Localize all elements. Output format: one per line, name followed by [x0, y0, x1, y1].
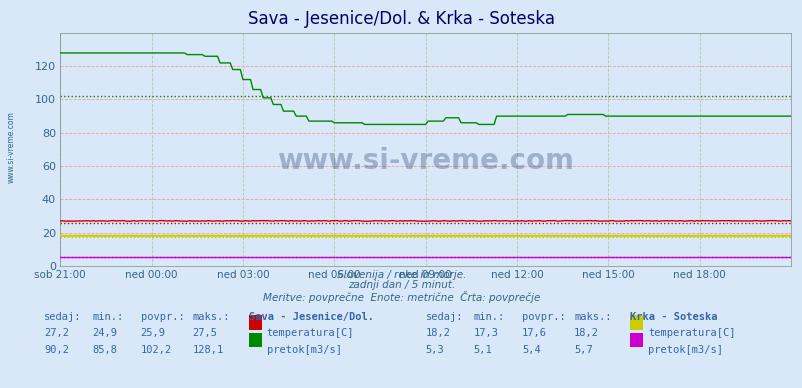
Text: temperatura[C]: temperatura[C]	[266, 328, 354, 338]
Text: pretok[m3/s]: pretok[m3/s]	[647, 345, 722, 355]
Text: 17,6: 17,6	[521, 328, 546, 338]
Text: 128,1: 128,1	[192, 345, 224, 355]
Text: 17,3: 17,3	[473, 328, 498, 338]
Text: Sava - Jesenice/Dol. & Krka - Soteska: Sava - Jesenice/Dol. & Krka - Soteska	[248, 10, 554, 28]
Text: Krka - Soteska: Krka - Soteska	[630, 312, 717, 322]
Text: sedaj:: sedaj:	[44, 312, 82, 322]
Text: 90,2: 90,2	[44, 345, 69, 355]
Text: sedaj:: sedaj:	[425, 312, 463, 322]
Text: 24,9: 24,9	[92, 328, 117, 338]
Text: 18,2: 18,2	[425, 328, 450, 338]
Text: 18,2: 18,2	[573, 328, 598, 338]
Text: 27,2: 27,2	[44, 328, 69, 338]
Text: Slovenija / reke in morje.: Slovenija / reke in morje.	[336, 270, 466, 280]
Text: 102,2: 102,2	[140, 345, 172, 355]
Text: maks.:: maks.:	[192, 312, 230, 322]
Text: min.:: min.:	[92, 312, 124, 322]
Text: maks.:: maks.:	[573, 312, 611, 322]
Text: Sava - Jesenice/Dol.: Sava - Jesenice/Dol.	[249, 312, 374, 322]
Text: povpr.:: povpr.:	[140, 312, 184, 322]
Text: pretok[m3/s]: pretok[m3/s]	[266, 345, 341, 355]
Text: 5,1: 5,1	[473, 345, 492, 355]
Text: 85,8: 85,8	[92, 345, 117, 355]
Text: 25,9: 25,9	[140, 328, 165, 338]
Text: 5,4: 5,4	[521, 345, 540, 355]
Text: 5,3: 5,3	[425, 345, 444, 355]
Text: Meritve: povprečne  Enote: metrične  Črta: povprečje: Meritve: povprečne Enote: metrične Črta:…	[262, 291, 540, 303]
Text: 27,5: 27,5	[192, 328, 217, 338]
Text: 5,7: 5,7	[573, 345, 592, 355]
Text: temperatura[C]: temperatura[C]	[647, 328, 735, 338]
Text: zadnji dan / 5 minut.: zadnji dan / 5 minut.	[347, 280, 455, 290]
Text: povpr.:: povpr.:	[521, 312, 565, 322]
Text: www.si-vreme.com: www.si-vreme.com	[6, 111, 15, 184]
Text: www.si-vreme.com: www.si-vreme.com	[277, 147, 573, 175]
Text: min.:: min.:	[473, 312, 504, 322]
